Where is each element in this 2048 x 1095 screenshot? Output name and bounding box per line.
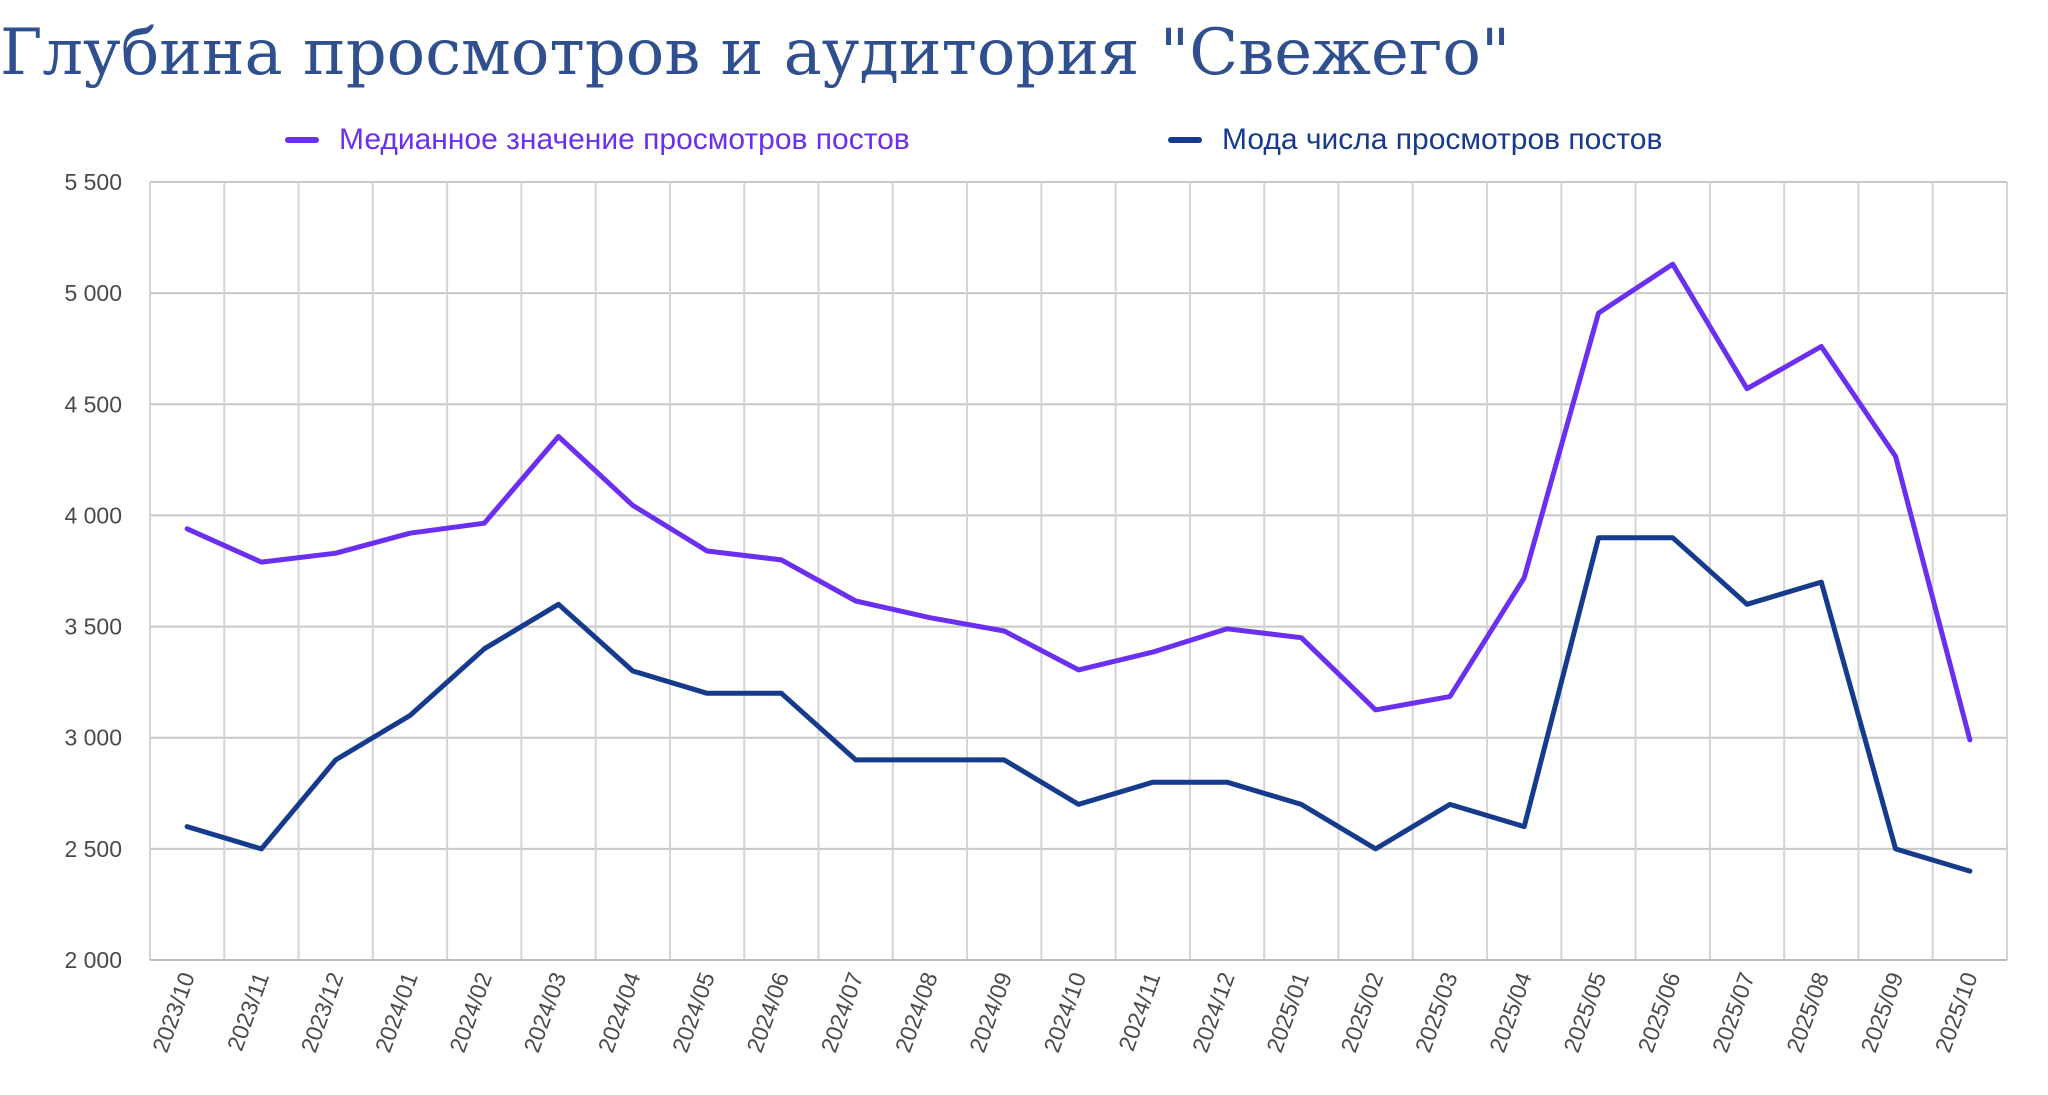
- x-tick-label: 2024/04: [593, 969, 646, 1056]
- x-tick-label: 2025/01: [1261, 969, 1314, 1056]
- x-tick-label: 2024/10: [1038, 969, 1091, 1056]
- legend-label-mode: Мода числа просмотров постов: [1222, 123, 1663, 156]
- x-tick-label: 2023/12: [296, 969, 349, 1056]
- x-tick-label: 2025/10: [1930, 969, 1983, 1056]
- x-tick-label: 2025/05: [1558, 969, 1611, 1056]
- legend-swatch-mode: [1168, 137, 1202, 143]
- series-line-median: [184, 261, 1973, 743]
- legend-item-median: Медианное значение просмотров постов: [285, 120, 910, 160]
- x-tick-label: 2024/07: [815, 969, 868, 1056]
- x-tick-label: 2024/08: [890, 969, 943, 1056]
- x-tick-label: 2024/09: [964, 969, 1017, 1056]
- x-tick-label: 2024/02: [444, 969, 497, 1056]
- x-tick-label: 2024/11: [1113, 969, 1165, 1054]
- x-tick-label: 2024/12: [1187, 969, 1240, 1056]
- y-tick-label: 2 000: [64, 947, 122, 973]
- x-tick-label: 2025/04: [1484, 969, 1537, 1056]
- y-tick-label: 5 000: [64, 280, 122, 306]
- x-tick-label: 2025/06: [1633, 969, 1686, 1056]
- x-tick-label: 2023/10: [147, 969, 200, 1056]
- x-tick-label: 2025/08: [1781, 969, 1834, 1056]
- x-tick-label: 2024/03: [518, 969, 571, 1056]
- x-tick-label: 2025/09: [1855, 969, 1908, 1056]
- y-tick-label: 4 000: [64, 502, 122, 528]
- x-tick-label: 2025/02: [1335, 969, 1388, 1056]
- x-tick-label: 2024/06: [741, 969, 794, 1056]
- x-tick-label: 2024/05: [667, 969, 720, 1056]
- y-tick-label: 4 500: [64, 391, 122, 417]
- legend-swatch-median: [285, 137, 319, 143]
- series-line-mode: [184, 535, 1973, 874]
- y-tick-label: 3 000: [64, 725, 122, 751]
- legend-label-median: Медианное значение просмотров постов: [339, 123, 910, 156]
- x-tick-label: 2023/11: [222, 969, 274, 1054]
- x-tick-label: 2024/01: [370, 969, 423, 1056]
- y-tick-label: 2 500: [64, 836, 122, 862]
- y-tick-label: 5 500: [64, 169, 122, 195]
- x-tick-label: 2025/03: [1410, 969, 1463, 1056]
- y-tick-label: 3 500: [64, 614, 122, 640]
- legend-item-mode: Мода числа просмотров постов: [1168, 120, 1662, 160]
- legend: Медианное значение просмотров постов Мод…: [0, 120, 2048, 160]
- x-tick-label: 2025/07: [1707, 969, 1760, 1056]
